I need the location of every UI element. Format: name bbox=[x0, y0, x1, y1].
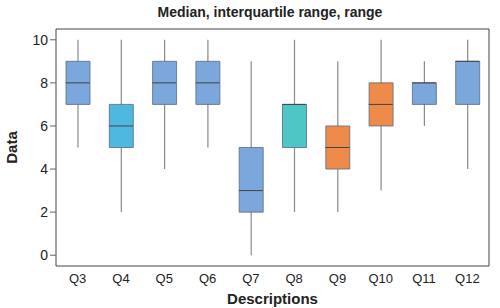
svg-text:Q11: Q11 bbox=[412, 271, 436, 286]
svg-text:6: 6 bbox=[40, 118, 48, 134]
svg-text:4: 4 bbox=[40, 161, 48, 177]
svg-text:Q9: Q9 bbox=[329, 271, 346, 286]
svg-text:Q6: Q6 bbox=[199, 271, 216, 286]
svg-text:Q12: Q12 bbox=[455, 271, 480, 286]
svg-text:Data: Data bbox=[8, 131, 20, 164]
html-text:Median, interquartile range, r: Median, interquartile range, range bbox=[157, 4, 383, 20]
svg-text:Q3: Q3 bbox=[69, 271, 86, 286]
svg-text:2: 2 bbox=[40, 204, 48, 220]
svg-text:Descriptions: Descriptions bbox=[227, 290, 318, 307]
svg-text:10: 10 bbox=[32, 32, 48, 48]
svg-text:Q7: Q7 bbox=[242, 271, 259, 286]
svg-text:Q10: Q10 bbox=[368, 271, 393, 286]
svg-text:8: 8 bbox=[40, 75, 48, 91]
svg-text:Q4: Q4 bbox=[112, 271, 129, 286]
svg-text:0: 0 bbox=[40, 247, 48, 263]
svg-text:Q5: Q5 bbox=[156, 271, 173, 286]
svg-text:Q8: Q8 bbox=[285, 271, 302, 286]
